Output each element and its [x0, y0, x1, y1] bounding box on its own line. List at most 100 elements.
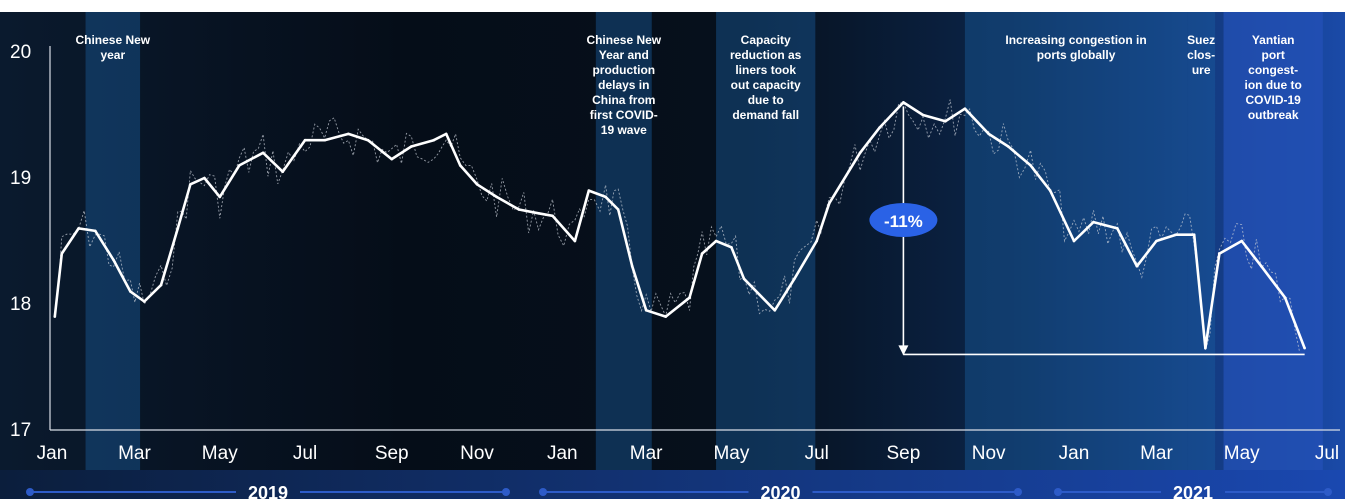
shaded-period-label: ports globally	[1037, 48, 1116, 62]
year-label: 2020	[760, 483, 800, 499]
smoothed-line	[53, 101, 1306, 350]
x-tick-label: Nov	[972, 443, 1006, 464]
data-point	[444, 132, 448, 136]
shaded-period-band	[964, 12, 1188, 470]
y-tick-label: 19	[10, 168, 31, 189]
data-point	[475, 183, 479, 186]
data-point	[1218, 252, 1221, 255]
data-point	[902, 101, 905, 104]
shaded-period-label: out capacity	[731, 78, 801, 92]
data-point	[815, 239, 819, 243]
annotation-arrowhead	[898, 345, 909, 356]
data-point	[189, 183, 192, 186]
data-point	[587, 189, 591, 192]
data-point	[142, 300, 146, 303]
shaded-period-label: China from	[592, 93, 655, 107]
x-tick-label: Mar	[1140, 443, 1173, 464]
data-point	[432, 138, 435, 142]
data-point	[1192, 233, 1196, 236]
data-point	[94, 229, 97, 233]
shaded-period-label: demand fall	[732, 108, 799, 122]
data-point	[1092, 220, 1095, 224]
data-point	[1155, 239, 1158, 243]
data-point	[1240, 239, 1244, 243]
x-tick-label: Jan	[37, 443, 68, 464]
data-point	[1303, 346, 1306, 350]
data-point	[1174, 233, 1178, 236]
shaded-period-label: outbreak	[1248, 108, 1299, 122]
data-point	[630, 264, 634, 268]
data-point	[347, 132, 350, 136]
y-tick-label: 18	[10, 294, 31, 315]
annotation-label: -11%	[884, 212, 923, 231]
x-tick-label: Mar	[630, 443, 663, 464]
data-point	[1204, 346, 1207, 350]
data-point	[688, 296, 691, 300]
x-tick-label: Jul	[293, 443, 317, 464]
data-point	[1029, 164, 1032, 167]
year-axis-dot	[502, 488, 510, 496]
chart-background	[0, 12, 1345, 499]
data-point	[390, 157, 394, 161]
year-label: 2019	[248, 483, 288, 499]
x-tick-label: Nov	[460, 443, 494, 464]
data-point	[77, 227, 80, 230]
shaded-period-label: congest-	[1248, 63, 1298, 77]
data-point	[366, 138, 370, 142]
shaded-period-label: Capacity	[741, 33, 791, 47]
shaded-period-label: delays in	[598, 78, 649, 92]
shaded-period-band	[716, 12, 816, 470]
data-point	[159, 283, 163, 287]
data-point	[112, 258, 115, 262]
x-tick-label: Jul	[805, 443, 829, 464]
x-tick-label: Mar	[118, 443, 151, 464]
x-tick-label: Sep	[886, 443, 920, 464]
shaded-period-label: Chinese New	[75, 33, 150, 47]
data-point	[616, 208, 620, 211]
data-point	[963, 107, 967, 110]
raw-data-line	[54, 99, 1301, 353]
data-point	[793, 277, 796, 281]
data-point	[281, 170, 284, 173]
shaded-period-label: Year and	[599, 48, 649, 62]
year-axis-dot	[26, 488, 34, 496]
shaded-period-label: Increasing congestion in	[1005, 33, 1146, 47]
data-point	[551, 214, 554, 218]
data-point	[517, 208, 521, 211]
shaded-period-label: 19 wave	[601, 123, 647, 137]
x-tick-label: Jul	[1315, 443, 1339, 464]
data-point	[203, 176, 206, 180]
data-point	[261, 151, 265, 155]
data-point	[604, 195, 607, 199]
data-point	[1283, 296, 1287, 300]
data-point	[773, 309, 777, 312]
data-point	[218, 195, 222, 199]
shaded-period-label: Yantian	[1252, 33, 1295, 47]
data-point	[573, 239, 577, 243]
data-point	[742, 277, 746, 281]
data-point	[323, 138, 326, 142]
data-point	[176, 227, 180, 230]
data-point	[303, 138, 307, 142]
shaded-period-label: reduction as	[730, 48, 802, 62]
shaded-period-band	[595, 12, 652, 470]
data-point	[1006, 145, 1010, 148]
data-point	[1115, 227, 1119, 230]
shaded-period-band	[85, 12, 141, 470]
data-point	[730, 246, 733, 249]
data-point	[828, 201, 831, 205]
shaded-period-label: due to	[748, 93, 784, 107]
x-tick-label: Jan	[1059, 443, 1090, 464]
year-label: 2021	[1173, 483, 1213, 499]
x-tick-label: Sep	[375, 443, 409, 464]
year-axis-dot	[1054, 488, 1062, 496]
data-point	[714, 239, 718, 243]
data-point	[238, 164, 241, 167]
data-point	[664, 315, 668, 318]
shaded-period-label: COVID-19	[1245, 93, 1301, 107]
shaded-period-label: port	[1262, 48, 1285, 62]
data-point	[1072, 239, 1076, 243]
data-point	[537, 211, 540, 215]
